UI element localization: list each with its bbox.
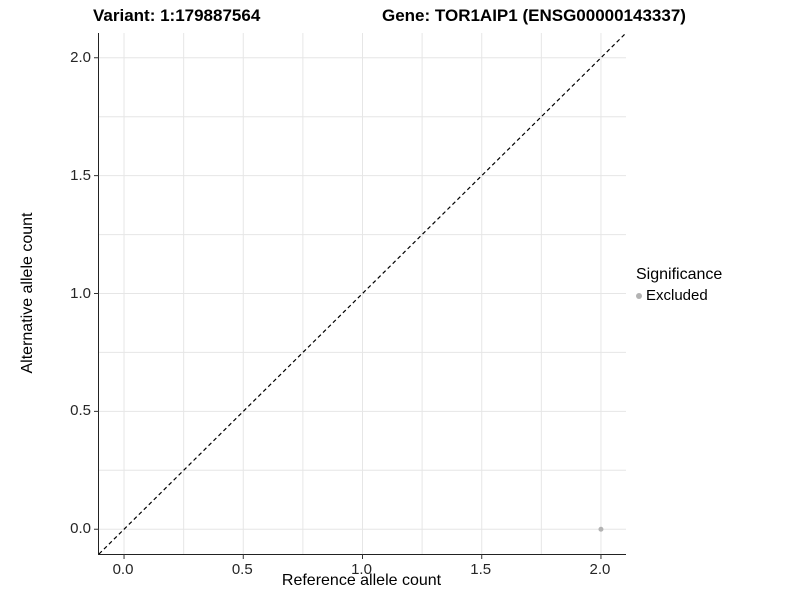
title-gene: Gene: TOR1AIP1 (ENSG00000143337)	[382, 6, 686, 25]
y-tick-label: 0.0	[70, 520, 91, 538]
x-tick-label: 0.0	[112, 561, 134, 578]
legend-entry-excluded: Excluded	[636, 287, 722, 304]
x-tick-label: 2.0	[589, 561, 611, 578]
plot-canvas	[94, 32, 627, 559]
x-tick-label: 1.0	[351, 561, 372, 578]
legend: Significance Excluded	[636, 266, 722, 304]
y-tick-label: 2.0	[70, 48, 91, 66]
plot-panel	[94, 32, 627, 559]
legend-entry-label: Excluded	[646, 287, 708, 304]
x-tick-label: 1.5	[470, 561, 492, 578]
y-tick-label: 1.0	[70, 284, 91, 302]
data-point	[598, 526, 604, 532]
title-variant: Variant: 1:179887564	[93, 6, 261, 25]
x-tick-label: 0.5	[231, 561, 253, 578]
y-tick-label: 1.5	[70, 166, 91, 184]
identity-line	[98, 32, 627, 555]
legend-title: Significance	[636, 266, 723, 283]
y-tick-label: 0.5	[70, 402, 91, 420]
x-axis-title: Reference allele count	[281, 572, 442, 589]
y-axis-title: Alternative allele count	[19, 212, 36, 374]
legend-point-icon	[636, 292, 642, 299]
